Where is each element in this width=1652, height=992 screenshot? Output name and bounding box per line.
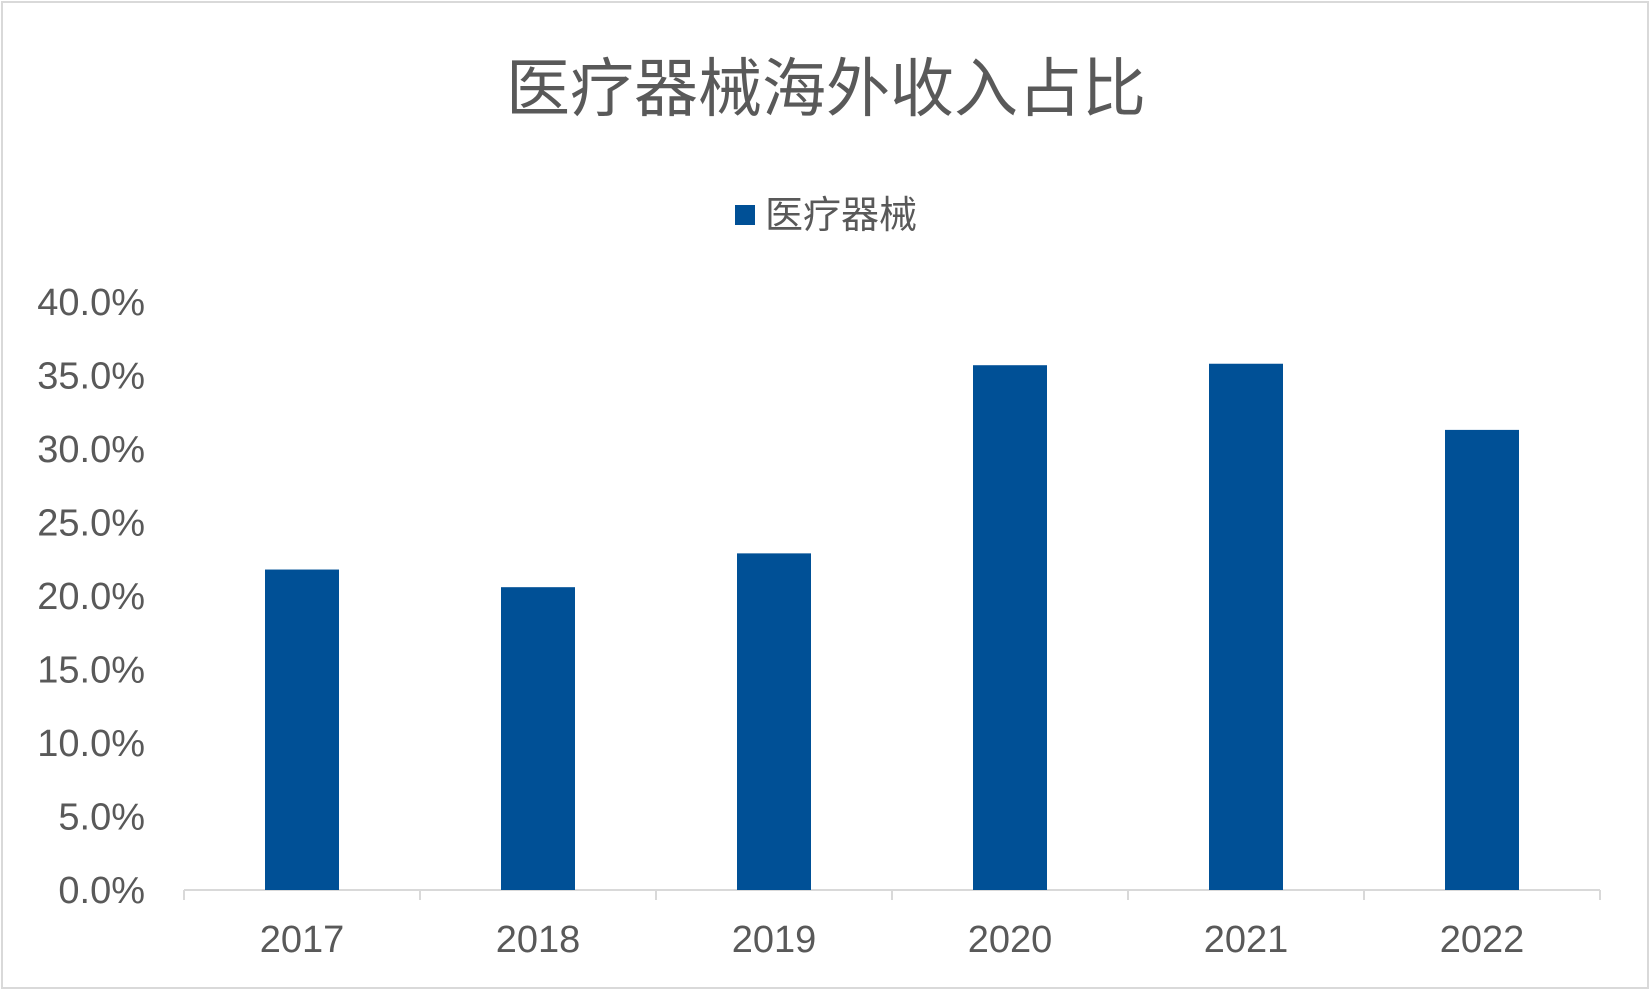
bar-2018 [501,587,575,890]
x-tick-label: 2021 [1204,919,1289,961]
bar-2021 [1209,363,1283,890]
bar-2019 [737,553,811,890]
y-tick-label: 20.0% [37,576,145,618]
y-tick-label: 35.0% [37,356,145,398]
legend-swatch [734,205,755,225]
y-tick-label: 40.0% [37,282,145,324]
legend-label: 医疗器械 [764,193,917,237]
y-tick-label: 30.0% [37,429,145,471]
y-tick-label: 5.0% [58,797,145,839]
bar-2017 [265,569,339,890]
chart-legend: 医疗器械 [0,196,1652,234]
y-tick-label: 25.0% [37,503,145,545]
y-tick-label: 0.0% [58,870,145,912]
x-tick-label: 2017 [260,919,345,961]
x-tick-label: 2022 [1440,919,1525,961]
x-tick-label: 2018 [496,919,581,961]
x-tick-label: 2020 [968,919,1053,961]
y-tick-label: 10.0% [37,723,145,765]
bar-2020 [973,365,1047,891]
x-tick-label: 2019 [732,919,817,961]
chart-title: 医疗器械海外收入占比 [506,53,1146,127]
bar-2022 [1445,429,1519,890]
y-tick-label: 15.0% [37,650,145,692]
